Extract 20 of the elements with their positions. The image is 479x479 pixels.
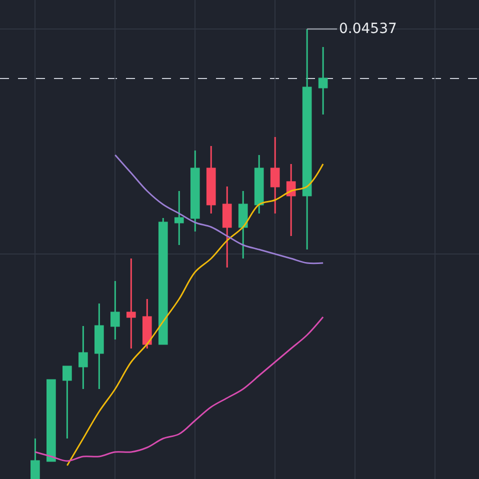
candlestick <box>30 438 40 479</box>
candlestick <box>94 302 104 390</box>
text: 0.04537 <box>339 21 397 37</box>
candlestick <box>206 145 216 214</box>
candlestick <box>238 190 248 260</box>
candlestick <box>190 150 200 232</box>
candlestick <box>286 163 296 237</box>
candlestick <box>302 28 312 250</box>
candlestick <box>158 217 168 345</box>
candlestick <box>270 136 280 214</box>
candlestick <box>222 186 232 268</box>
candlestick <box>142 298 152 350</box>
candlestick <box>46 379 56 462</box>
candlestick <box>254 154 264 214</box>
candlestick <box>318 46 328 116</box>
candlestick <box>126 258 136 350</box>
candlestick <box>174 190 184 246</box>
candlestick <box>78 325 88 390</box>
candlestick <box>62 366 72 440</box>
candlestick <box>110 280 120 340</box>
